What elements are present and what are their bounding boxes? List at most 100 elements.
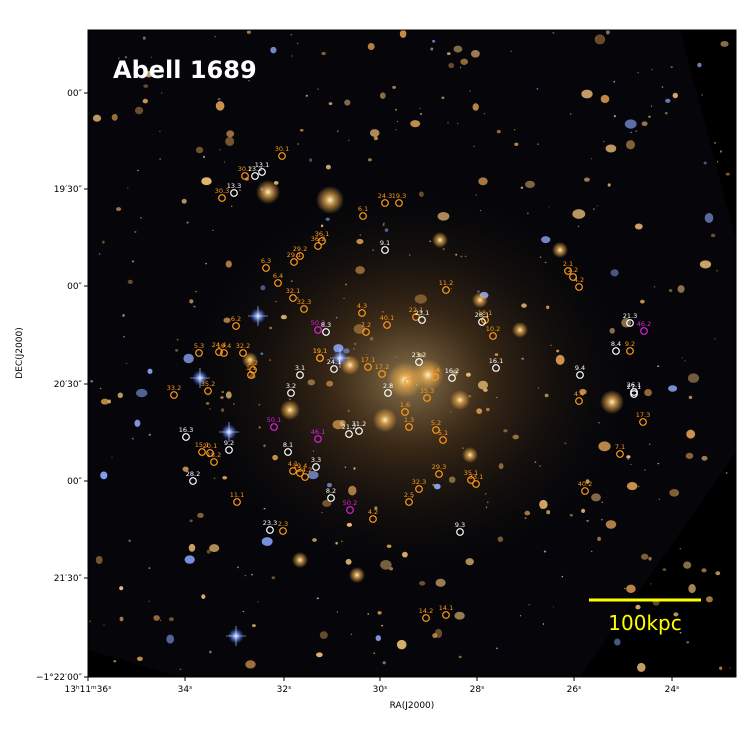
galaxy [366,353,368,355]
galaxy [89,620,91,623]
galaxy [601,501,603,503]
galaxy [233,403,235,405]
galaxy [555,354,565,365]
galaxy [367,612,370,616]
image-marker [448,374,456,382]
image-marker [576,371,584,379]
galaxy [477,290,480,293]
image-label: 35.1 [464,469,478,477]
galaxy [230,205,233,207]
image-label: 20.1 [203,442,217,450]
image-marker [395,199,403,207]
galaxy [715,571,721,576]
galaxy [354,342,357,346]
image-label: 31.2 [352,420,366,428]
galaxy [382,223,385,227]
galaxy [546,510,551,515]
galaxy [309,158,313,162]
galaxy [600,94,610,104]
galaxy [536,87,539,90]
image-label: 17.3 [636,411,650,419]
galaxy [290,34,292,36]
image-label: 16.2 [445,367,459,375]
galaxy [395,108,397,111]
galaxy [102,240,105,244]
galaxy [521,303,527,308]
galaxy [441,96,445,100]
image-marker [355,427,363,435]
galaxy [597,536,601,542]
x-tick-label: 24ˢ [665,685,680,695]
galaxy [134,231,137,233]
galaxy [137,169,140,172]
image-marker [170,391,178,399]
galaxy [595,37,597,39]
image-label: 7.1 [615,443,625,451]
galaxy [485,493,487,495]
image-label: 35.3 [420,387,434,395]
galaxy [605,144,617,153]
galaxy [729,667,731,669]
galaxy [539,502,546,509]
image-marker [274,279,282,287]
galaxy [594,34,606,45]
galaxy [142,98,148,104]
x-tick-label: 30ˢ [373,685,388,695]
galaxy [355,266,365,275]
galaxy [98,253,101,255]
image-label: 30.3 [215,187,229,195]
galaxy [661,86,664,88]
bright-galaxy [450,390,470,410]
galaxy [705,596,713,603]
galaxy [339,419,346,427]
image-marker [575,397,583,405]
galaxy [209,544,220,553]
galaxy [252,624,256,628]
image-marker [215,348,223,356]
galaxy [159,130,161,133]
galaxy [487,501,489,504]
galaxy [176,338,179,341]
galaxy [269,326,273,330]
x-axis: 13ʰ11ᵐ36ˢ 34ˢ 32ˢ 30ˢ 28ˢ 26ˢ 24ˢ [65,677,680,695]
galaxy [225,136,235,146]
image-marker [233,498,241,506]
image-label: 4.3 [357,302,367,310]
x-tick-label: 26ˢ [567,685,582,695]
galaxy [596,205,598,207]
galaxy [350,633,353,635]
image-label: 9.4 [575,364,585,372]
image-marker [569,273,577,281]
galaxy [648,115,651,118]
image-marker [218,194,226,202]
image-marker [239,349,247,357]
galaxy [613,115,617,118]
galaxy [537,143,539,145]
image-marker [478,318,486,326]
galaxy [140,217,142,219]
galaxy [711,233,716,238]
galaxy [189,299,194,304]
galaxy [321,51,326,56]
image-marker [435,470,443,478]
galaxy [548,206,550,208]
galaxy [359,234,362,236]
galaxy [225,260,232,268]
galaxy [638,485,640,488]
image-label: 9.3 [455,521,465,529]
galaxy [127,187,129,189]
image-label: 50.1 [267,416,281,424]
galaxy [496,396,498,399]
galaxy [336,611,339,613]
galaxy [347,410,350,412]
galaxy [414,294,427,304]
image-marker [289,294,297,302]
image-label: 29.2 [293,245,307,253]
galaxy [546,305,550,310]
image-label: 19.4 [217,342,231,350]
figure-title: Abell 1689 [113,56,257,84]
galaxy [561,575,564,578]
scale-bar-label: 100kpc [608,611,681,635]
image-marker [404,378,412,386]
